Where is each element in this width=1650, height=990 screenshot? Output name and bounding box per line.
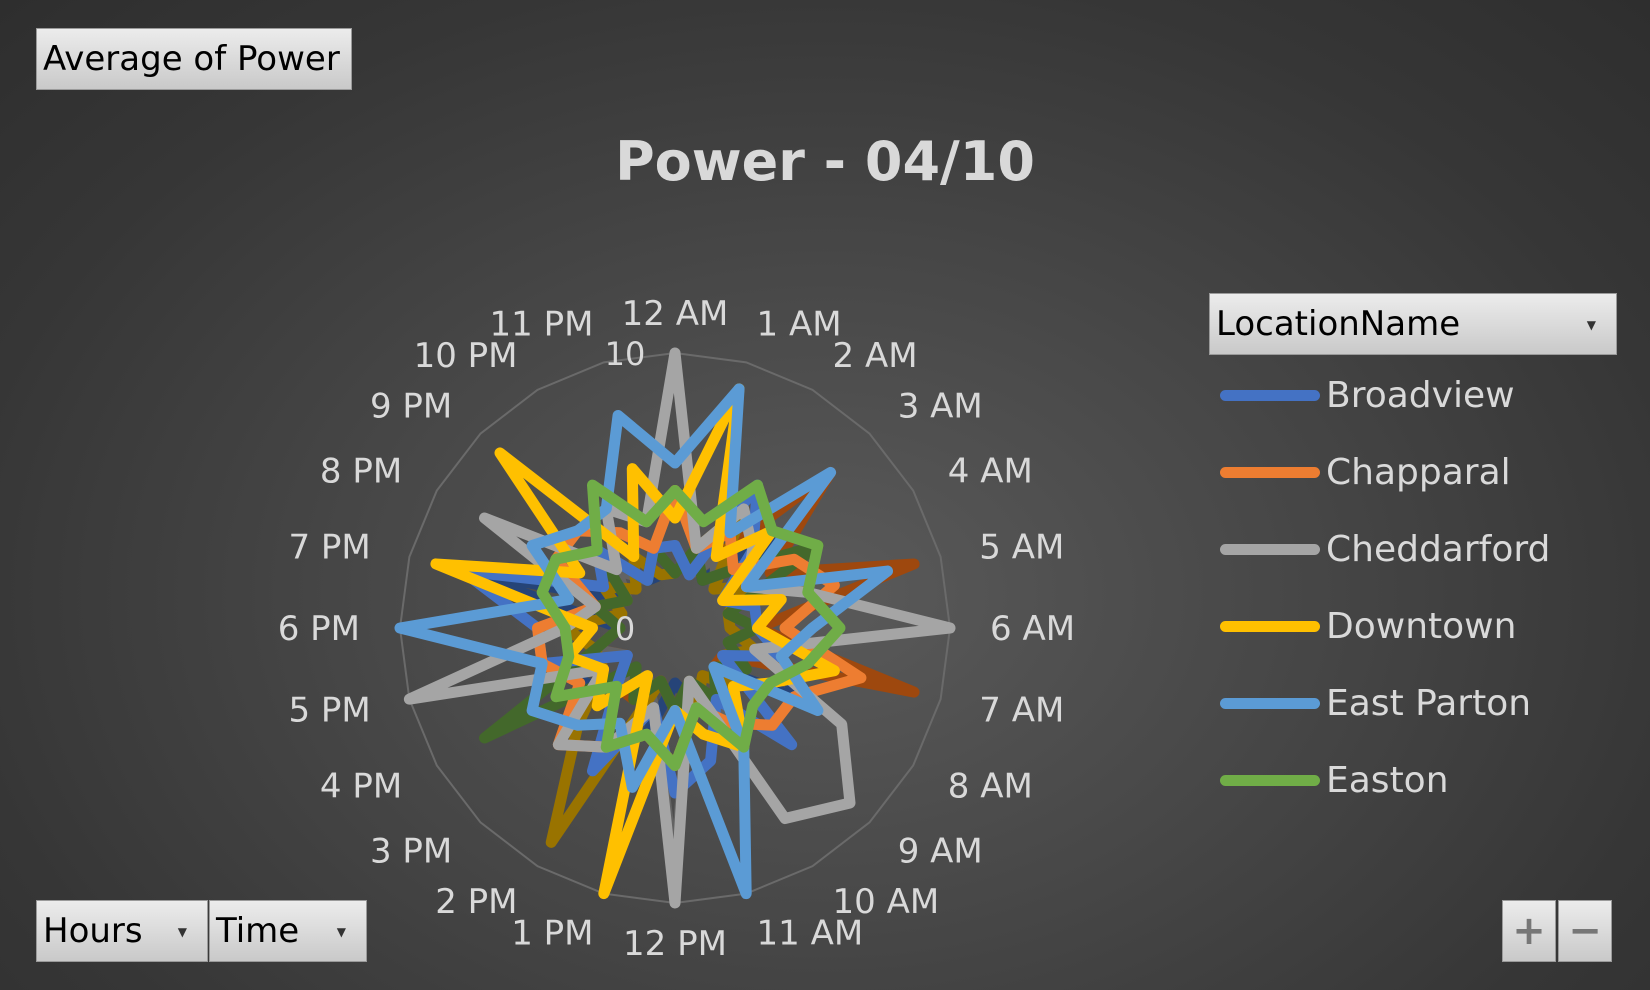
legend-swatch — [1220, 697, 1320, 709]
legend-label: Broadview — [1326, 374, 1515, 416]
radar-labels: 12 AM 1 AM2 AM 3 AM 4 AM 5 AM 6 AM 7 AM 8 AM 9 A… — [278, 294, 1075, 964]
hours-field-label: Hours — [43, 911, 143, 951]
legend-label: Easton — [1326, 759, 1449, 801]
values-field-label: Average of Power — [43, 39, 340, 79]
hour-axis-label: 9 PM — [370, 386, 452, 426]
hour-axis-label: 11 AM — [757, 913, 864, 953]
legend-label: East Parton — [1326, 682, 1532, 724]
chart-title: Power - 04/10 — [615, 130, 1035, 193]
hour-axis-label: 4 AM — [948, 452, 1033, 492]
time-field-button[interactable]: Time ▼ — [209, 900, 367, 962]
legend-item: East Parton — [1220, 682, 1532, 724]
location-name-filter-button[interactable]: LocationName ▼ — [1209, 293, 1617, 355]
time-field-label: Time — [216, 911, 300, 951]
dropdown-arrow-icon: ▼ — [1586, 318, 1596, 332]
legend-swatch — [1220, 543, 1320, 555]
legend-swatch — [1220, 389, 1320, 401]
legend-item: Chapparal — [1220, 451, 1511, 493]
dropdown-arrow-icon: ▼ — [336, 925, 346, 939]
hour-axis-label: 8 PM — [320, 452, 402, 492]
hour-axis-label: 12 PM — [623, 924, 727, 964]
radar-series-easton — [536, 479, 846, 771]
hour-axis-label: 5 PM — [288, 691, 370, 731]
dropdown-arrow-icon: ▼ — [177, 925, 187, 939]
legend-field-label: LocationName — [1216, 304, 1461, 344]
radar-series — [394, 347, 956, 909]
hour-axis-label: 3 AM — [898, 386, 983, 426]
legend-item: Easton — [1220, 759, 1449, 801]
legend-item: Downtown — [1220, 605, 1517, 647]
legend-swatch — [1220, 774, 1320, 786]
hour-axis-label: 4 PM — [320, 767, 402, 807]
hour-axis-label: 7 AM — [979, 691, 1064, 731]
legend-label: Downtown — [1326, 605, 1517, 647]
radar-series-east-parton — [394, 383, 894, 900]
legend-item: Cheddarford — [1220, 528, 1551, 570]
hour-axis-label: 10 AM — [833, 882, 940, 922]
hour-axis-label: 12 AM — [622, 294, 729, 334]
hour-axis-label: 6 PM — [278, 609, 360, 649]
legend-swatch — [1220, 620, 1320, 632]
plus-icon: + — [1512, 908, 1546, 954]
hour-axis-label: 2 PM — [435, 882, 517, 922]
minus-icon: − — [1568, 908, 1602, 954]
hour-axis-label: 10 PM — [414, 336, 518, 376]
hour-axis-label: 2 AM — [833, 336, 918, 376]
hour-axis-label: 6 AM — [990, 609, 1075, 649]
legend-swatch — [1220, 466, 1320, 478]
radar-series-cheddarford — [403, 347, 956, 909]
zoom-out-button[interactable]: − — [1558, 900, 1612, 962]
hour-axis-label: 7 PM — [288, 527, 370, 567]
hours-field-button[interactable]: Hours ▼ — [36, 900, 208, 962]
hour-axis-label: 3 PM — [370, 832, 452, 872]
legend-label: Chapparal — [1326, 451, 1511, 493]
values-field-button[interactable]: Average of Power — [36, 28, 352, 90]
hour-axis-label: 1 AM — [757, 305, 842, 345]
hour-axis-label: 11 PM — [490, 305, 594, 345]
hour-axis-label: 1 PM — [511, 913, 593, 953]
legend-label: Cheddarford — [1326, 528, 1551, 570]
hour-axis-label: 9 AM — [898, 832, 983, 872]
hour-axis-label: 8 AM — [948, 767, 1033, 807]
hour-axis-label: 5 AM — [979, 527, 1064, 567]
radial-scale-label: 10 — [605, 335, 646, 373]
legend-item: Broadview — [1220, 374, 1515, 416]
zoom-in-button[interactable]: + — [1502, 900, 1556, 962]
radial-scale-label: 0 — [615, 610, 635, 648]
